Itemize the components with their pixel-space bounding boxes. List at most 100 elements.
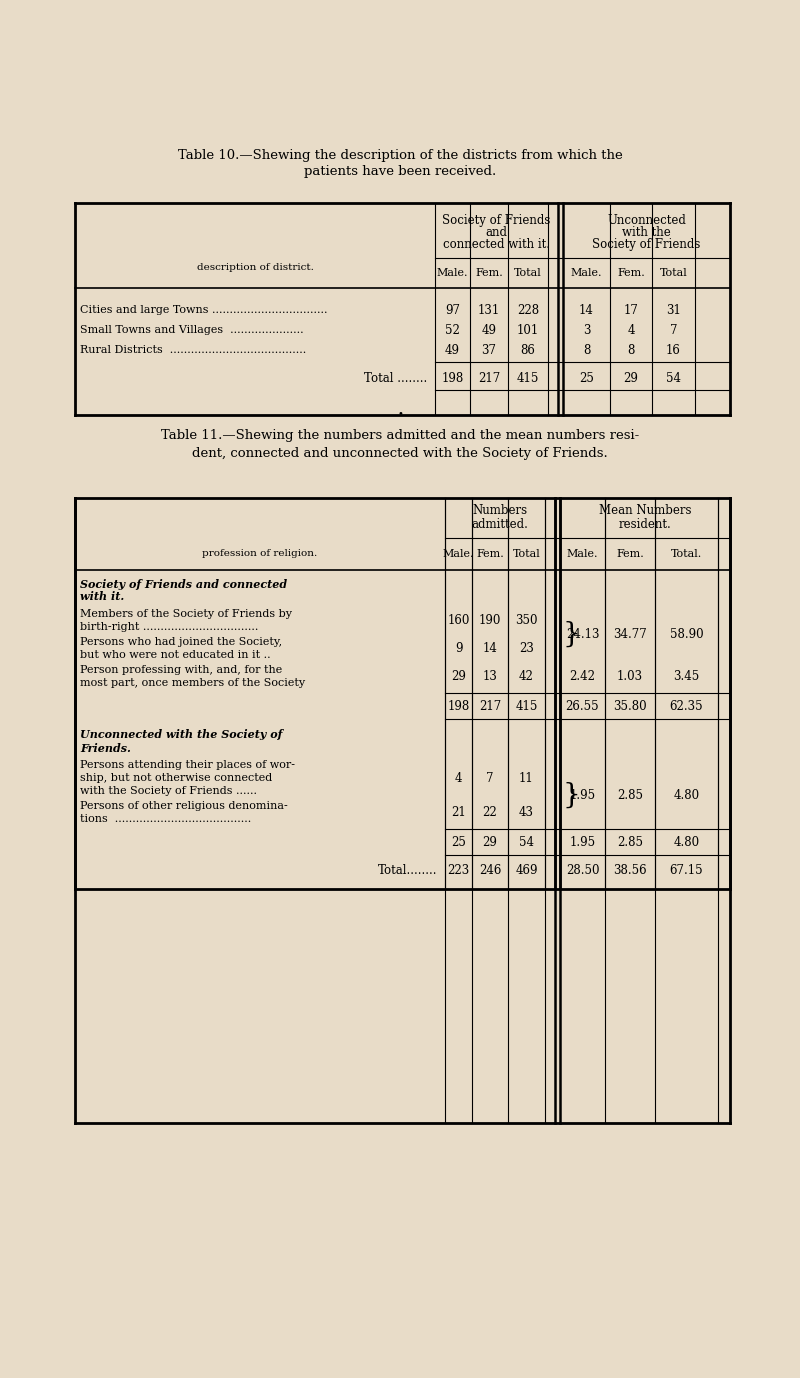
- Text: 23: 23: [519, 642, 534, 655]
- Text: 11: 11: [519, 772, 534, 784]
- Text: Persons of other religious denomina-: Persons of other religious denomina-: [80, 801, 288, 812]
- Text: Society of Friends: Society of Friends: [442, 214, 550, 227]
- Text: Numbers: Numbers: [473, 504, 527, 518]
- Text: 49: 49: [445, 343, 460, 357]
- Text: Fem.: Fem.: [475, 267, 503, 278]
- Text: Fem.: Fem.: [617, 267, 645, 278]
- Text: 101: 101: [517, 324, 539, 336]
- Text: 29: 29: [482, 836, 498, 849]
- Text: Society of Friends: Society of Friends: [592, 238, 701, 251]
- Text: •: •: [397, 409, 403, 419]
- Text: 217: 217: [478, 372, 500, 384]
- Text: Friends.: Friends.: [80, 743, 131, 754]
- Text: 228: 228: [517, 303, 539, 317]
- Text: resident.: resident.: [618, 518, 671, 532]
- Text: 37: 37: [482, 343, 497, 357]
- Text: 54: 54: [666, 372, 681, 384]
- Text: 28.50: 28.50: [566, 864, 599, 878]
- Text: 43: 43: [519, 806, 534, 819]
- Text: 8: 8: [583, 343, 590, 357]
- Text: Table 10.—Shewing the description of the districts from which the: Table 10.—Shewing the description of the…: [178, 149, 622, 161]
- Text: 86: 86: [521, 343, 535, 357]
- Text: 2.85: 2.85: [617, 836, 643, 849]
- Text: Fem.: Fem.: [476, 548, 504, 559]
- Text: 13: 13: [482, 670, 498, 683]
- Text: 14: 14: [579, 303, 594, 317]
- Text: Total ........: Total ........: [364, 372, 427, 384]
- Text: Small Towns and Villages  .....................: Small Towns and Villages ...............…: [80, 325, 304, 335]
- Text: 131: 131: [478, 303, 500, 317]
- Text: 7: 7: [670, 324, 678, 336]
- Text: 469: 469: [515, 864, 538, 878]
- Text: profession of religion.: profession of religion.: [202, 550, 318, 558]
- Text: Unconnected: Unconnected: [607, 214, 686, 227]
- Text: 4: 4: [454, 772, 462, 784]
- Text: 160: 160: [447, 615, 470, 627]
- Text: but who were not educated in it ..: but who were not educated in it ..: [80, 650, 270, 660]
- Text: Cities and large Towns .................................: Cities and large Towns .................…: [80, 305, 327, 316]
- Text: ship, but not otherwise connected: ship, but not otherwise connected: [80, 773, 272, 783]
- Text: Total: Total: [660, 267, 687, 278]
- Text: 54: 54: [519, 836, 534, 849]
- Text: and: and: [486, 226, 507, 238]
- Text: with the: with the: [622, 226, 671, 238]
- Text: with the Society of Friends ......: with the Society of Friends ......: [80, 785, 257, 796]
- Text: 29: 29: [451, 670, 466, 683]
- Text: 4.80: 4.80: [674, 836, 699, 849]
- Text: 2.85: 2.85: [617, 788, 643, 802]
- Text: 415: 415: [517, 372, 539, 384]
- Text: Members of the Society of Friends by: Members of the Society of Friends by: [80, 609, 292, 619]
- Text: most part, once members of the Society: most part, once members of the Society: [80, 678, 305, 688]
- Text: Persons who had joined the Society,: Persons who had joined the Society,: [80, 637, 282, 648]
- Text: 9: 9: [454, 642, 462, 655]
- Text: Total........: Total........: [378, 864, 437, 878]
- Text: 31: 31: [666, 303, 681, 317]
- Text: 14: 14: [482, 642, 498, 655]
- Text: patients have been received.: patients have been received.: [304, 165, 496, 179]
- Text: 25: 25: [579, 372, 594, 384]
- Text: 42: 42: [519, 670, 534, 683]
- Text: Total.: Total.: [671, 548, 702, 559]
- Text: Total: Total: [513, 548, 540, 559]
- Text: 4.80: 4.80: [674, 788, 699, 802]
- Text: 38.56: 38.56: [613, 864, 647, 878]
- Text: 198: 198: [442, 372, 464, 384]
- Text: Mean Numbers: Mean Numbers: [598, 504, 691, 518]
- Text: birth-right .................................: birth-right ............................…: [80, 621, 258, 633]
- Text: Male.: Male.: [566, 548, 598, 559]
- Text: 24.13: 24.13: [566, 628, 599, 641]
- Text: 190: 190: [479, 615, 501, 627]
- Text: 49: 49: [482, 324, 497, 336]
- Text: 52: 52: [445, 324, 460, 336]
- Text: 198: 198: [447, 700, 470, 714]
- Text: 25: 25: [451, 836, 466, 849]
- Text: 97: 97: [445, 303, 460, 317]
- Text: 1.03: 1.03: [617, 670, 643, 683]
- Text: 17: 17: [623, 303, 638, 317]
- Text: 217: 217: [479, 700, 501, 714]
- Text: 4: 4: [627, 324, 634, 336]
- Text: 22: 22: [482, 806, 498, 819]
- Text: Male.: Male.: [442, 548, 474, 559]
- Text: 16: 16: [666, 343, 681, 357]
- Text: 29: 29: [623, 372, 638, 384]
- Text: 3.45: 3.45: [674, 670, 700, 683]
- Text: 62.35: 62.35: [670, 700, 703, 714]
- Text: 21: 21: [451, 806, 466, 819]
- Text: Person professing with, and, for the: Person professing with, and, for the: [80, 666, 282, 675]
- Text: tions  .......................................: tions ..................................…: [80, 814, 251, 824]
- Text: dent, connected and unconnected with the Society of Friends.: dent, connected and unconnected with the…: [192, 446, 608, 459]
- Text: Total: Total: [514, 267, 542, 278]
- Text: 7: 7: [486, 772, 494, 784]
- Text: Table 11.—Shewing the numbers admitted and the mean numbers resi-: Table 11.—Shewing the numbers admitted a…: [161, 430, 639, 442]
- Text: 3: 3: [582, 324, 590, 336]
- Text: Rural Districts  .......................................: Rural Districts ........................…: [80, 344, 306, 356]
- Text: 26.55: 26.55: [566, 700, 599, 714]
- Text: 2.42: 2.42: [570, 670, 595, 683]
- Text: Unconnected with the Society of: Unconnected with the Society of: [80, 729, 282, 740]
- Text: Male.: Male.: [437, 267, 468, 278]
- Text: with it.: with it.: [80, 591, 124, 602]
- Text: 1.95: 1.95: [570, 788, 595, 802]
- Text: 1.95: 1.95: [570, 836, 595, 849]
- Text: description of district.: description of district.: [197, 262, 314, 271]
